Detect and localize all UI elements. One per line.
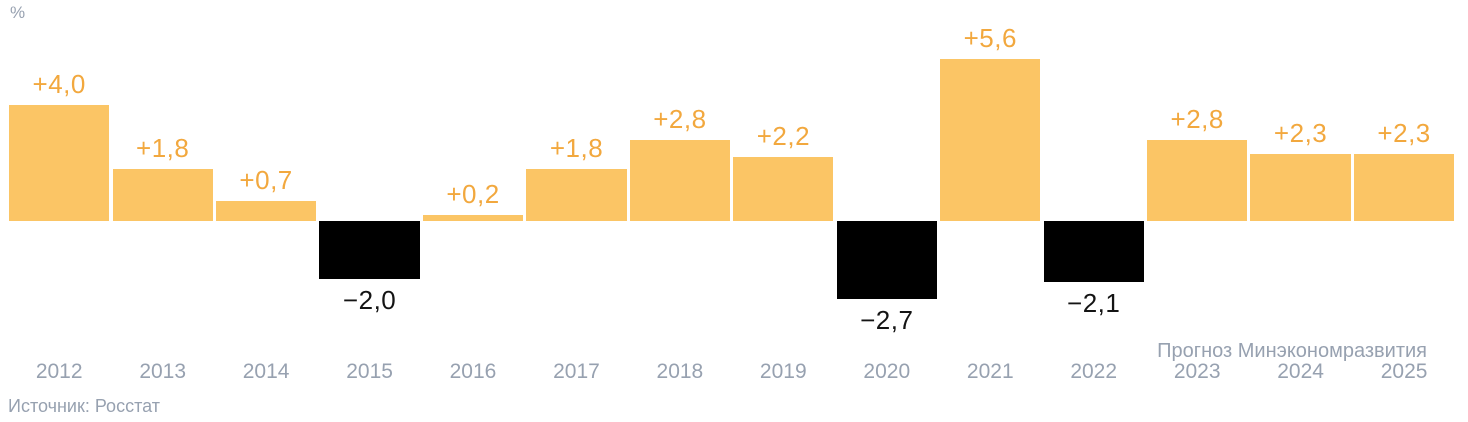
bar-value-label-2023: +2,8 — [1170, 104, 1224, 134]
bar-2012 — [9, 105, 110, 221]
source-caption: Источник: Росстат — [8, 396, 160, 416]
bar-2013 — [112, 169, 213, 221]
x-axis-label-2020: 2020 — [863, 360, 911, 383]
bar-2015 — [319, 221, 420, 279]
bar-2019 — [733, 157, 834, 221]
bar-value-label-2013: +1,8 — [136, 133, 190, 163]
bar-2016 — [422, 215, 524, 221]
bar-2023 — [1147, 140, 1248, 221]
bar-value-label-2022: −2,1 — [1067, 288, 1121, 318]
bar-2017 — [526, 169, 627, 221]
bar-2020 — [836, 221, 937, 299]
bar-value-label-2019: +2,2 — [756, 121, 811, 151]
bar-value-label-2014: +0,7 — [239, 165, 293, 195]
bar-value-label-2017: +1,8 — [549, 133, 604, 163]
x-axis-label-2014: 2014 — [242, 360, 290, 383]
bar-2014 — [215, 201, 317, 221]
bar-value-label-2015: −2,0 — [342, 285, 397, 315]
bar-value-label-2021: +5,6 — [963, 23, 1017, 53]
bar-value-label-2012: +4,0 — [32, 69, 86, 99]
x-axis-label-2016: 2016 — [449, 360, 497, 383]
bar-2024 — [1250, 154, 1351, 221]
x-axis-label-2022: 2022 — [1070, 360, 1118, 383]
x-axis-label-2012: 2012 — [35, 360, 83, 383]
x-axis-label-2023: 2023 — [1173, 360, 1221, 383]
x-axis-label-2017: 2017 — [553, 360, 600, 383]
bar-2018 — [629, 140, 731, 221]
bar-value-label-2016: +0,2 — [446, 179, 500, 209]
x-axis-label-2021: 2021 — [966, 360, 1014, 383]
bar-2022 — [1043, 221, 1144, 282]
bar-2025 — [1353, 154, 1455, 221]
bar-value-label-2018: +2,8 — [653, 104, 707, 134]
y-axis-unit-label: % — [10, 3, 26, 22]
bar-value-label-2024: +2,3 — [1273, 118, 1328, 148]
x-axis-label-2018: 2018 — [656, 360, 704, 383]
bar-value-label-2025: +2,3 — [1377, 118, 1431, 148]
x-axis-label-2025: 2025 — [1380, 360, 1428, 383]
bar-value-label-2020: −2,7 — [860, 305, 914, 335]
bar-2021 — [940, 59, 1041, 221]
x-axis-label-2024: 2024 — [1277, 360, 1324, 383]
x-axis-label-2015: 2015 — [346, 360, 393, 383]
forecast-annotation: Прогноз Минэкономразвития — [1157, 340, 1427, 362]
x-axis-label-2013: 2013 — [139, 360, 187, 383]
x-axis-label-2019: 2019 — [759, 360, 807, 383]
